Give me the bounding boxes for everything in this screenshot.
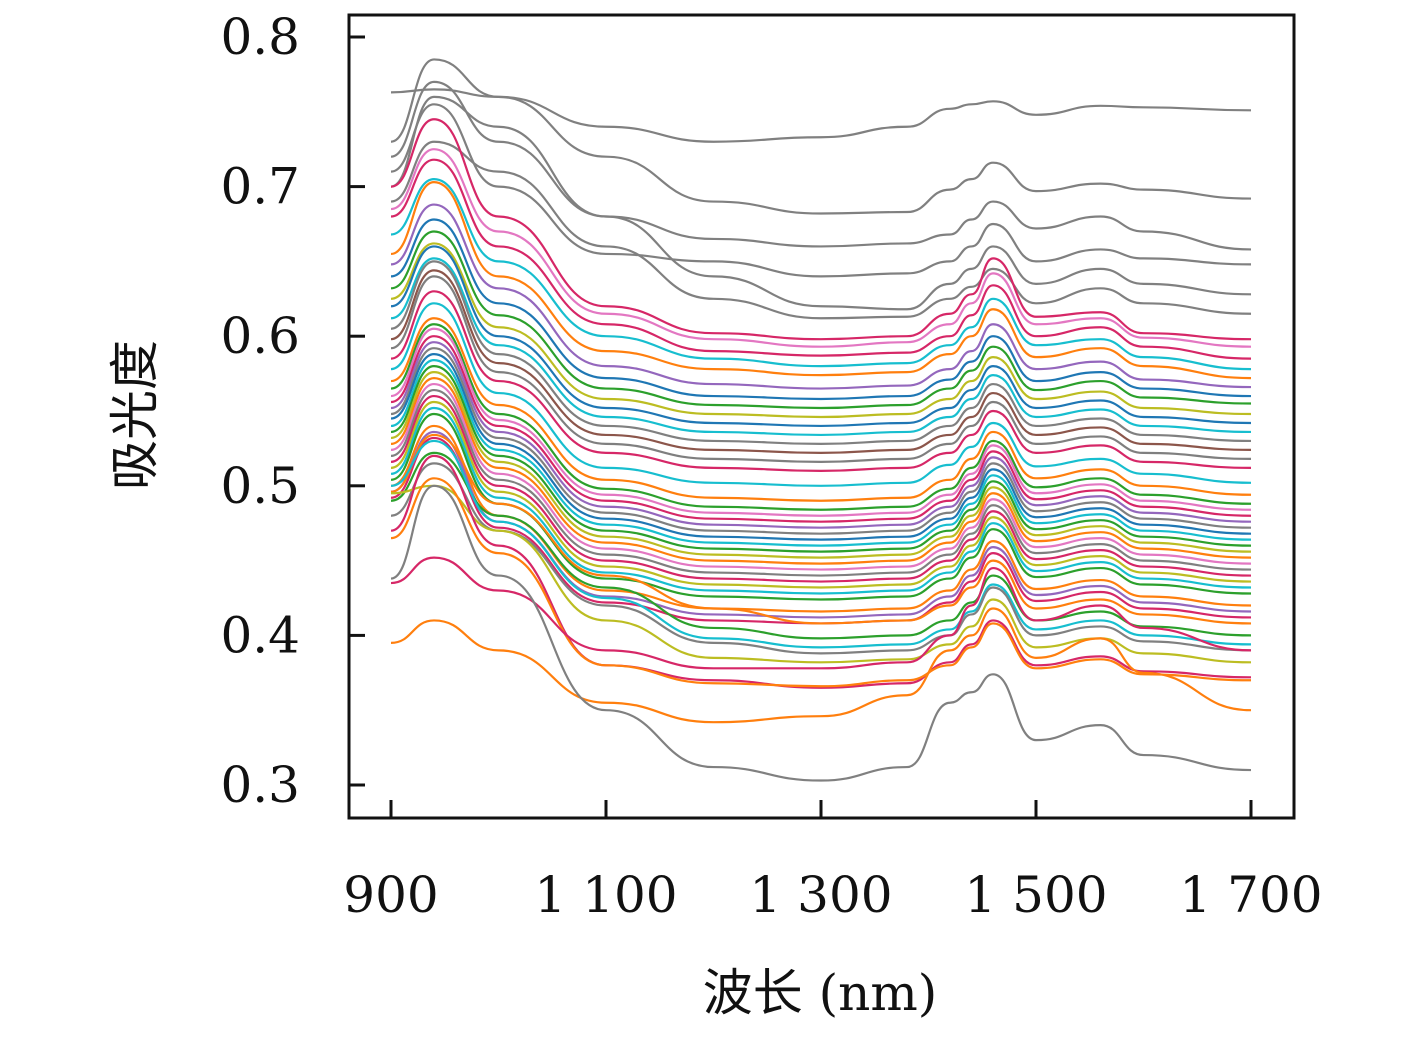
series-line-35	[390, 388, 1252, 577]
series-line-32	[390, 371, 1252, 559]
series-line-9	[390, 158, 1252, 360]
series-line-52	[390, 484, 1252, 782]
y-tick-label-5: 0.7	[220, 158, 300, 216]
y-tick-label-2: 0.4	[220, 606, 300, 664]
x-tick-label-1: 900	[343, 866, 438, 924]
series-line-37	[390, 400, 1252, 589]
series-line-11	[390, 181, 1252, 380]
series-line-30	[390, 359, 1252, 547]
series-line-8	[390, 148, 1252, 348]
series-line-38	[390, 406, 1252, 595]
series-line-4	[390, 103, 1252, 278]
series-line-18	[390, 260, 1252, 446]
series-line-33	[390, 376, 1252, 565]
series-line-10	[390, 178, 1252, 371]
series-layer	[390, 58, 1252, 782]
y-tick-label-3: 0.5	[220, 457, 300, 515]
series-line-16	[390, 245, 1252, 428]
series-line-47	[390, 484, 1252, 664]
series-line-6	[390, 140, 1252, 320]
x-tick-label-5: 1 700	[1179, 866, 1322, 924]
series-line-50	[390, 556, 1252, 670]
ticks-layer	[349, 35, 1253, 818]
series-line-51	[390, 607, 1252, 724]
series-line-45	[390, 439, 1252, 649]
series-line-49	[390, 477, 1252, 688]
series-line-1	[390, 88, 1252, 143]
series-line-23	[390, 317, 1252, 502]
series-line-26	[390, 335, 1252, 523]
series-line-48	[390, 454, 1252, 689]
y-tick-label-1: 0.3	[220, 756, 300, 814]
series-line-36	[390, 394, 1252, 583]
x-tick-label-4: 1 500	[964, 866, 1107, 924]
series-line-15	[390, 242, 1252, 419]
series-line-20	[390, 275, 1252, 463]
tick-labels-layer: 900 1 100 1 300 1 500 1 700 0.3 0.4 0.5 0.6 0.7 0.…	[220, 8, 1322, 924]
series-line-19	[390, 269, 1252, 454]
series-line-22	[390, 302, 1252, 487]
series-line-5	[390, 95, 1252, 311]
series-line-29	[390, 353, 1252, 541]
y-tick-label-4: 0.6	[220, 307, 300, 365]
series-line-28	[390, 347, 1252, 535]
y-axis-title: 吸光度	[106, 340, 164, 490]
x-axis-title: 波长 (nm)	[703, 964, 938, 1022]
y-tick-label-6: 0.8	[220, 8, 300, 66]
x-tick-label-2: 1 100	[534, 866, 677, 924]
series-line-25	[390, 327, 1252, 517]
series-line-12	[390, 203, 1252, 390]
x-tick-label-3: 1 300	[749, 866, 892, 924]
series-line-13	[390, 218, 1252, 401]
series-line-44	[390, 451, 1252, 640]
series-line-14	[390, 230, 1252, 410]
series-line-43	[390, 433, 1252, 625]
series-line-31	[390, 365, 1252, 553]
series-line-3	[390, 80, 1252, 251]
series-line-27	[390, 341, 1252, 529]
series-line-2	[390, 58, 1252, 215]
series-line-21	[390, 290, 1252, 472]
series-line-7	[390, 118, 1252, 341]
series-line-17	[390, 257, 1252, 437]
series-line-34	[390, 382, 1252, 571]
series-line-24	[390, 323, 1252, 511]
